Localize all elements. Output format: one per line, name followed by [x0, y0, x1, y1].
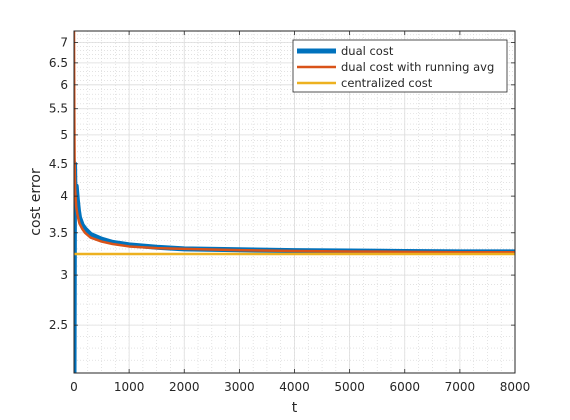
- series-line-dual-cost-running-avg: [74, 31, 515, 254]
- y-tick-label: 5: [60, 128, 68, 142]
- y-tick-label: 5.5: [49, 102, 68, 116]
- y-axis-label: cost error: [28, 168, 44, 236]
- x-axis-ticks: 0 1000 2000 3000 4000 5000 6000 7000 8000: [70, 31, 530, 394]
- x-tick-label: 2000: [169, 380, 200, 394]
- major-grid: [73, 31, 516, 373]
- series-layer: [74, 31, 515, 373]
- x-tick-label: 0: [70, 380, 78, 394]
- legend-entry-dual-cost: dual cost: [341, 44, 394, 58]
- x-tick-label: 6000: [389, 380, 420, 394]
- y-tick-label: 2.5: [49, 318, 68, 332]
- legend-entry-dual-cost-running-avg: dual cost with running avg: [341, 60, 494, 74]
- x-tick-label: 4000: [279, 380, 310, 394]
- y-tick-label: 6.5: [49, 56, 68, 70]
- y-tick-label: 4: [60, 189, 68, 203]
- y-tick-label: 3.5: [49, 226, 68, 240]
- y-tick-label: 7: [60, 36, 68, 50]
- y-tick-label: 6: [60, 78, 68, 92]
- x-tick-label: 5000: [334, 380, 365, 394]
- x-tick-label: 7000: [445, 380, 476, 394]
- x-tick-label: 8000: [500, 380, 531, 394]
- y-axis-ticks: 2.5 3 3.5 4 4.5 5 5.5 6 6.5 7: [49, 36, 515, 332]
- legend: dual cost dual cost with running avg cen…: [292, 39, 508, 93]
- y-tick-label: 3: [60, 268, 68, 282]
- x-tick-label: 3000: [224, 380, 255, 394]
- legend-entry-centralized-cost: centralized cost: [341, 76, 433, 90]
- y-tick-label: 4.5: [49, 157, 68, 171]
- x-tick-label: 1000: [114, 380, 145, 394]
- x-axis-label: t: [292, 400, 298, 416]
